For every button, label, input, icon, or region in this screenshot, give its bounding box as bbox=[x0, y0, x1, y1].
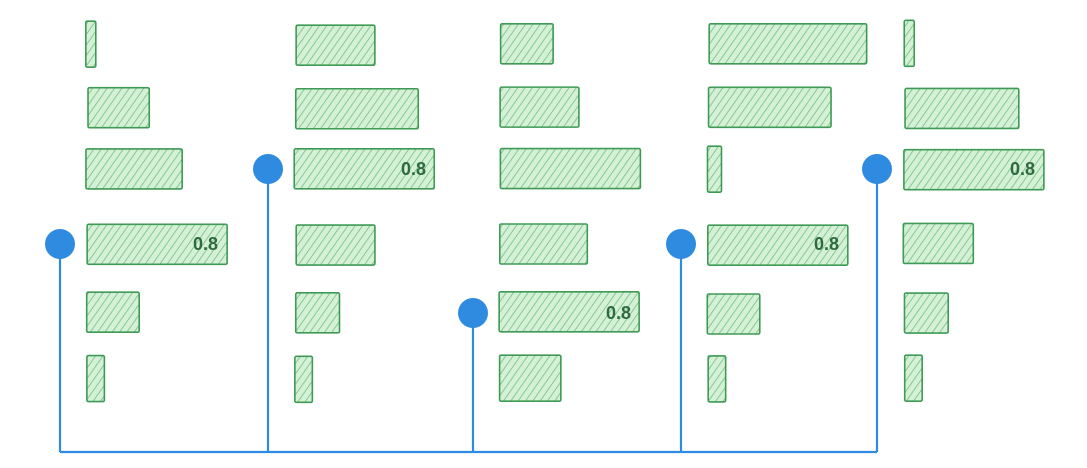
bar-panel-2-row-1 bbox=[295, 24, 376, 66]
bar-panel-4-row-6 bbox=[707, 355, 727, 403]
bar-panel-1-row-6 bbox=[86, 354, 106, 403]
value-label-panel-2: 0.8 bbox=[401, 159, 426, 179]
connector-dot-2 bbox=[253, 154, 283, 184]
labels-layer: 0.8 0.8 0.8 0.8 0.8 bbox=[193, 159, 1035, 323]
bar-panel-1-row-5 bbox=[85, 291, 140, 333]
value-label-panel-3: 0.8 bbox=[606, 303, 631, 323]
bar-panel-3-row-1 bbox=[499, 23, 554, 65]
bar-panel-3-row-2 bbox=[499, 86, 580, 128]
bar-panel-1-row-2 bbox=[87, 86, 151, 129]
value-label-panel-4: 0.8 bbox=[814, 234, 839, 254]
bar-panel-1-row-3 bbox=[85, 148, 183, 190]
bar-panel-2-row-2 bbox=[294, 87, 420, 130]
connector-dot-4 bbox=[666, 229, 696, 259]
bar-panel-5-row-4 bbox=[902, 222, 975, 265]
bar-panel-5-row-1 bbox=[903, 19, 916, 68]
bar-panel-2-row-3 bbox=[293, 148, 436, 190]
value-label-panel-1: 0.8 bbox=[193, 234, 218, 254]
bar-panel-4-row-4 bbox=[707, 224, 849, 266]
value-label-panel-5: 0.8 bbox=[1010, 159, 1035, 179]
connector-dot-1 bbox=[45, 229, 75, 259]
connector-dot-5 bbox=[862, 154, 892, 184]
bar-panel-2-row-4 bbox=[295, 224, 376, 266]
bar-panel-1-row-1 bbox=[85, 20, 97, 68]
bar-panel-5-row-6 bbox=[903, 354, 924, 402]
bar-panel-5-row-2 bbox=[904, 87, 1020, 130]
bars-layer bbox=[85, 19, 1045, 404]
bar-panel-3-row-3 bbox=[499, 147, 642, 190]
bar-panel-4-row-1 bbox=[708, 23, 868, 65]
bar-panel-3-row-4 bbox=[499, 223, 589, 265]
bar-panel-4-row-3 bbox=[706, 145, 723, 193]
connector-layer bbox=[45, 154, 892, 454]
bar-panel-1-row-4 bbox=[86, 223, 228, 266]
bar-panel-3-row-6 bbox=[498, 354, 562, 402]
connector-dot-3 bbox=[458, 298, 488, 328]
bar-panel-5-row-3 bbox=[903, 148, 1045, 191]
bar-panel-4-row-5 bbox=[706, 293, 761, 335]
bar-panel-5-row-5 bbox=[903, 292, 950, 334]
bar-panel-2-row-6 bbox=[294, 355, 314, 404]
bar-panel-3-row-5 bbox=[498, 291, 640, 333]
bar-panel-2-row-5 bbox=[294, 292, 341, 334]
bar-panel-4-row-2 bbox=[707, 86, 832, 129]
